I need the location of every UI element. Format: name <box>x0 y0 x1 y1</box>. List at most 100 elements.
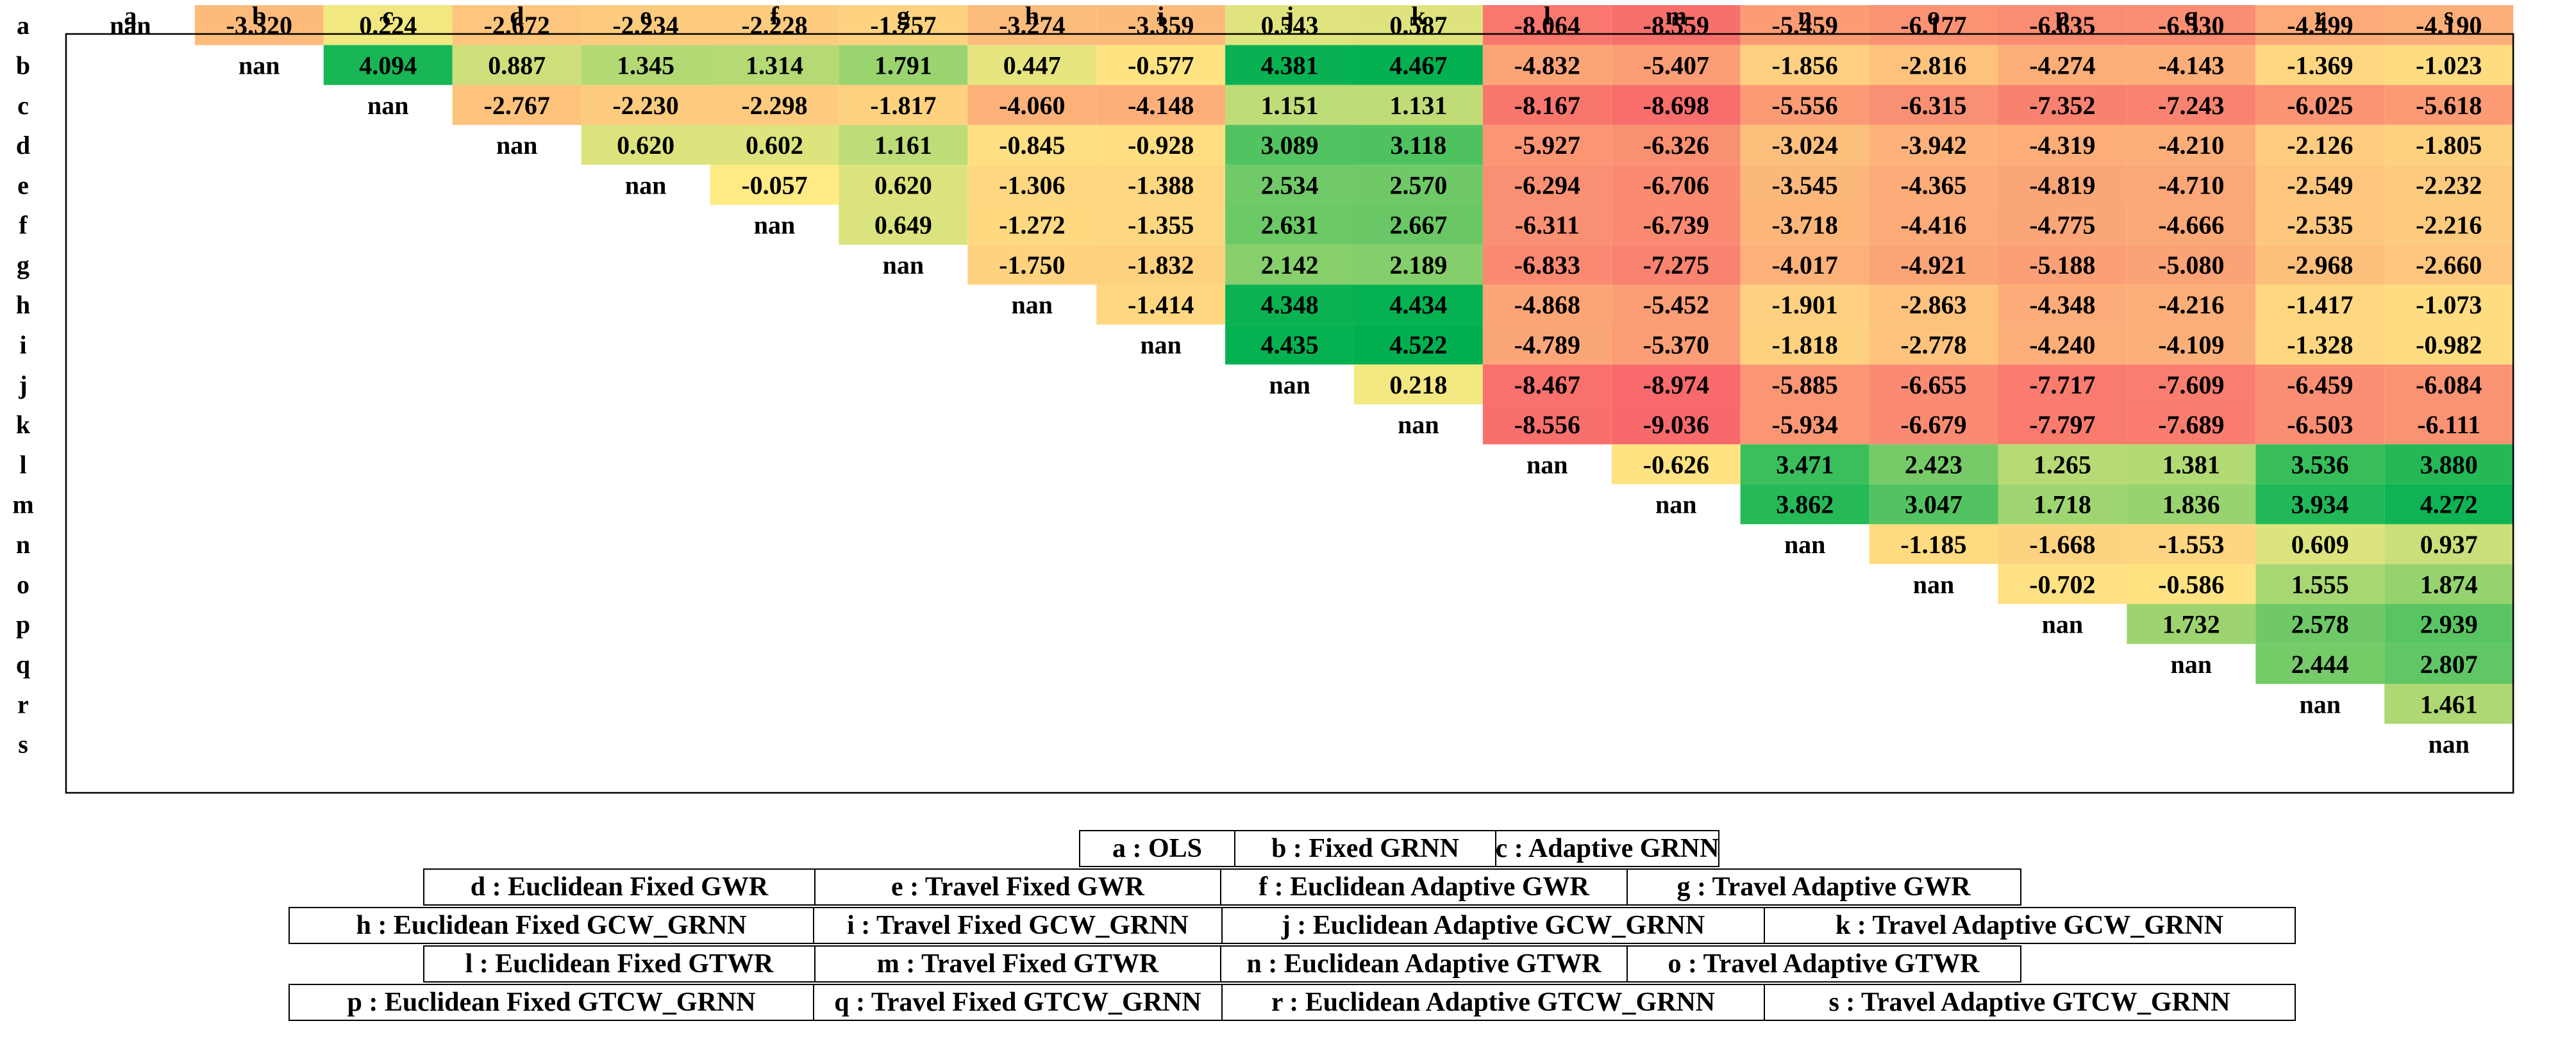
cell-value: -7.243 <box>2158 91 2224 120</box>
cell-value: 3.089 <box>1261 131 1319 160</box>
cell-value: -7.689 <box>2158 410 2224 439</box>
cell-value: 2.631 <box>1261 211 1319 240</box>
heatmap-cell <box>2255 244 2385 285</box>
cell-value: 0.649 <box>874 211 932 240</box>
nan-label: nan <box>1526 450 1568 479</box>
cell-value: -0.057 <box>741 170 807 199</box>
heatmap-cell <box>2127 124 2256 165</box>
cell-value: -4.789 <box>1514 331 1580 360</box>
heatmap-cell <box>710 124 839 165</box>
cell-value: -5.080 <box>2158 251 2224 279</box>
cell-value: -4.190 <box>2416 11 2482 40</box>
heatmap-cell <box>1869 484 1998 524</box>
cell-value: -6.326 <box>1643 131 1709 160</box>
cell-value: -1.553 <box>2158 530 2224 559</box>
heatmap-cell <box>1998 404 2127 445</box>
cell-value: -2.767 <box>484 91 550 120</box>
heatmap-cell <box>2255 643 2385 684</box>
cell-value: -4.666 <box>2158 211 2224 240</box>
heatmap-cell <box>2255 45 2385 85</box>
heatmap-cell <box>1482 45 1612 85</box>
nan-label: nan <box>2171 650 2212 679</box>
cell-value: 4.348 <box>1261 290 1319 319</box>
row-label: q <box>16 650 30 679</box>
cell-value: -6.294 <box>1514 170 1580 199</box>
column-label: g <box>897 1 910 30</box>
heatmap-cell <box>581 5 710 46</box>
heatmap-cell <box>1482 85 1612 125</box>
heatmap-cell <box>1998 324 2127 365</box>
heatmap-cell <box>2255 484 2385 524</box>
cell-value: -1.417 <box>2287 290 2353 319</box>
cell-value: 2.534 <box>1261 170 1319 199</box>
heatmap-cell <box>967 165 1097 205</box>
heatmap-cell <box>1740 244 1869 285</box>
column-label: i <box>1157 1 1164 30</box>
heatmap-cell <box>1354 324 1483 365</box>
cell-value: -8.974 <box>1643 370 1709 399</box>
row-label: r <box>17 690 29 718</box>
heatmap-cell <box>2127 5 2256 46</box>
heatmap-cell <box>1740 85 1869 125</box>
row-label: c <box>17 91 29 120</box>
cell-value: -4.365 <box>1900 170 1966 199</box>
heatmap-cells <box>194 5 2514 724</box>
cell-value: -4.148 <box>1128 91 1194 120</box>
nan-label: nan <box>496 131 538 160</box>
row-label: e <box>17 170 29 199</box>
cell-value: -1.306 <box>999 170 1065 199</box>
heatmap-cell <box>1869 404 1998 445</box>
heatmap-cell <box>2384 165 2514 205</box>
heatmap-cell <box>1998 124 2127 165</box>
row-label: n <box>16 530 30 559</box>
heatmap-cell <box>1611 285 1741 325</box>
heatmap-cell <box>1740 204 1869 245</box>
heatmap-cell <box>1869 85 1998 125</box>
cell-value: -1.073 <box>2416 290 2482 319</box>
heatmap-cell <box>839 45 968 85</box>
heatmap-cell <box>1740 45 1869 85</box>
cell-value: -1.832 <box>1128 251 1194 279</box>
heatmap-cell <box>2127 404 2256 445</box>
cell-value: 4.434 <box>1389 290 1447 319</box>
heatmap-cell <box>1096 285 1226 325</box>
cell-value: -2.968 <box>2287 251 2353 279</box>
heatmap-cell <box>2127 444 2256 485</box>
nan-label: nan <box>754 211 796 240</box>
heatmap-cell <box>2127 604 2256 644</box>
heatmap-cell <box>2384 85 2514 125</box>
cell-value: 0.937 <box>2420 530 2478 559</box>
heatmap-cell <box>1740 364 1869 404</box>
heatmap-cell <box>2127 204 2256 245</box>
heatmap-cell <box>2127 165 2256 205</box>
cell-value: -1.856 <box>1772 51 1838 79</box>
heatmap-cell <box>1998 364 2127 404</box>
heatmap-cell <box>2384 684 2514 724</box>
row-label: s <box>18 730 28 759</box>
cell-value: -1.272 <box>999 211 1065 240</box>
cell-value: 1.161 <box>874 131 932 160</box>
row-label: m <box>12 490 33 519</box>
cell-value: 0.543 <box>1261 11 1319 40</box>
heatmap-cell <box>2384 324 2514 365</box>
cell-value: -1.757 <box>870 11 936 40</box>
heatmap-cell <box>2255 85 2385 125</box>
heatmap-cell <box>1482 285 1612 325</box>
cell-value: -6.655 <box>1900 370 1966 399</box>
cell-value: -6.635 <box>2029 11 2095 40</box>
column-label: s <box>2444 1 2454 30</box>
heatmap-cell <box>1611 324 1741 365</box>
cell-value: -4.109 <box>2158 331 2224 360</box>
row-label: p <box>16 610 30 639</box>
cell-value: -8.559 <box>1643 11 1709 40</box>
cell-value: -5.370 <box>1643 331 1709 360</box>
cell-value: -4.868 <box>1514 290 1580 319</box>
cell-value: -4.499 <box>2287 11 2353 40</box>
nan-label: nan <box>2300 690 2341 718</box>
cell-value: 1.461 <box>2420 690 2478 718</box>
heatmap-cell <box>1740 484 1869 524</box>
column-label: k <box>1411 1 1426 30</box>
cell-value: 2.189 <box>1389 251 1447 279</box>
heatmap-cell <box>1611 5 1741 46</box>
